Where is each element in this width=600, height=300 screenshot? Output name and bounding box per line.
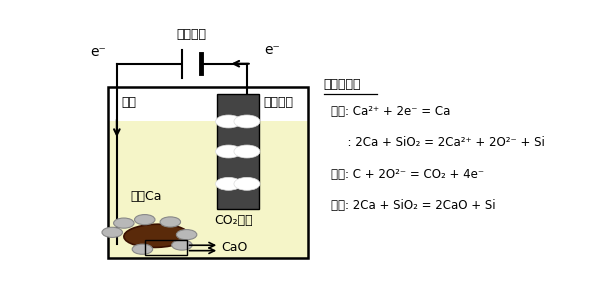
- Bar: [217, 94, 259, 209]
- Circle shape: [102, 227, 122, 237]
- Circle shape: [113, 218, 134, 228]
- Text: 直流電源: 直流電源: [176, 28, 206, 40]
- Text: 金屛Ca: 金屛Ca: [131, 190, 162, 203]
- Circle shape: [160, 217, 181, 227]
- Text: 陽極: C + 2O²⁻ = CO₂ + 4e⁻: 陽極: C + 2O²⁻ = CO₂ + 4e⁻: [331, 168, 484, 181]
- Text: e⁻: e⁻: [91, 45, 106, 59]
- Text: CO₂発生: CO₂発生: [215, 214, 253, 227]
- Circle shape: [234, 145, 260, 158]
- Circle shape: [234, 177, 260, 190]
- Text: 全体: 2Ca + SiO₂ = 2CaO + Si: 全体: 2Ca + SiO₂ = 2CaO + Si: [331, 199, 496, 212]
- Circle shape: [215, 145, 242, 158]
- Circle shape: [132, 244, 152, 254]
- Text: e⁻: e⁻: [265, 43, 281, 57]
- Bar: [107, 122, 308, 258]
- Text: : 2Ca + SiO₂ = 2Ca²⁺ + 2O²⁻ + Si: : 2Ca + SiO₂ = 2Ca²⁺ + 2O²⁻ + Si: [340, 136, 545, 149]
- Circle shape: [134, 214, 155, 225]
- Bar: [107, 87, 308, 258]
- Text: 炭素陽極: 炭素陽極: [263, 96, 293, 109]
- Circle shape: [172, 240, 192, 250]
- Circle shape: [234, 115, 260, 128]
- Text: CaO: CaO: [221, 242, 248, 254]
- Ellipse shape: [124, 224, 189, 247]
- Circle shape: [176, 230, 197, 240]
- Bar: [145, 240, 187, 256]
- Text: 陰極: 陰極: [121, 96, 137, 109]
- Text: 陰極: Ca²⁺ + 2e⁻ = Ca: 陰極: Ca²⁺ + 2e⁻ = Ca: [331, 105, 450, 118]
- Circle shape: [215, 177, 242, 190]
- Text: 想定反応式: 想定反応式: [324, 78, 361, 91]
- Circle shape: [215, 115, 242, 128]
